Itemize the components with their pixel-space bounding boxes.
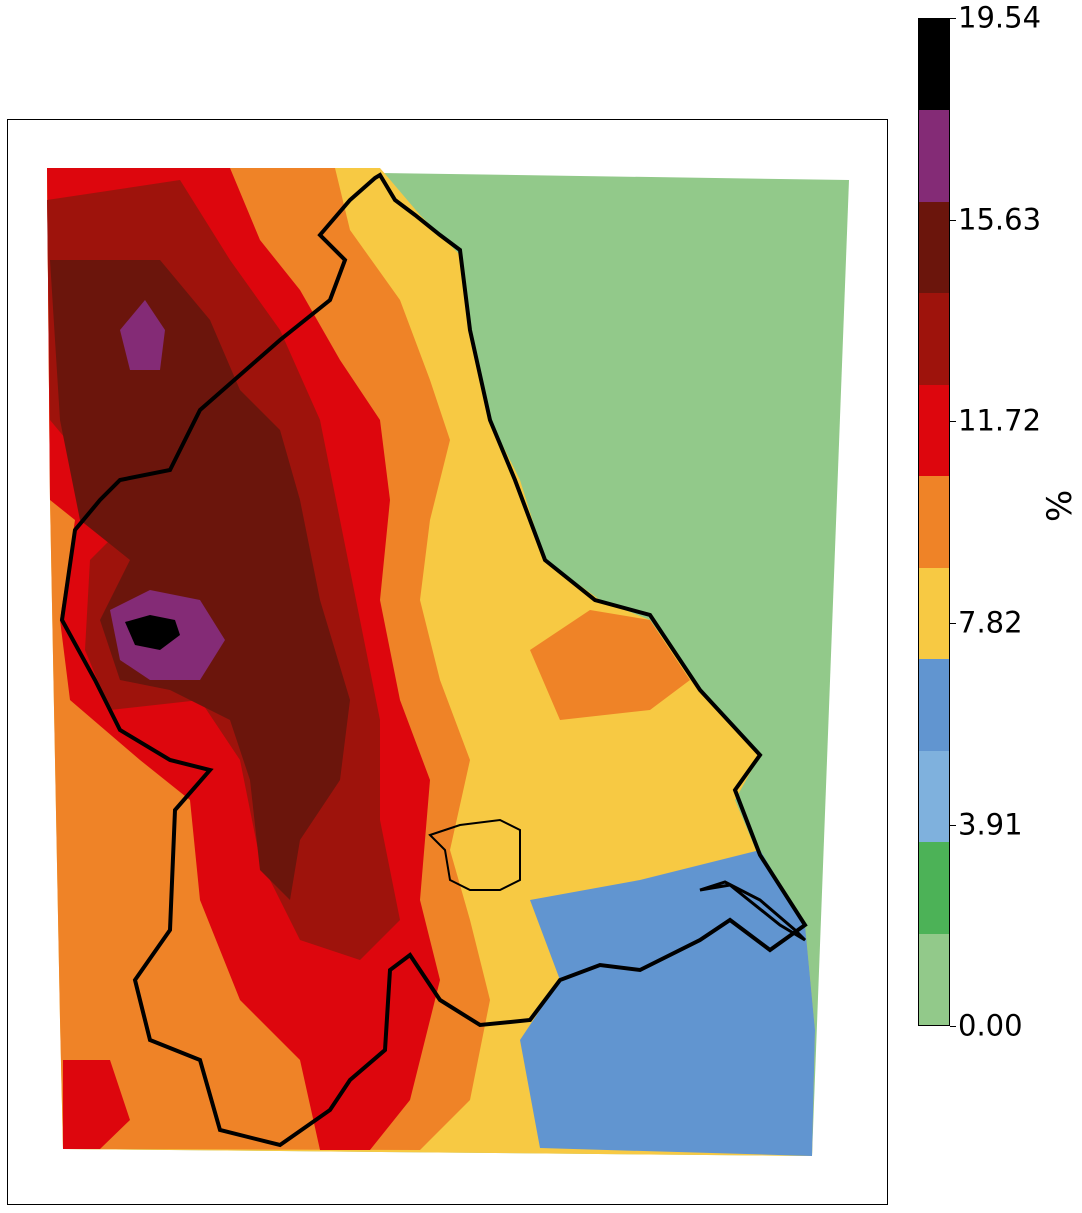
tick-label-4: 15.63 (958, 202, 1042, 237)
colorbar-segment (919, 842, 949, 934)
estuary-line (699, 880, 807, 942)
colorbar-segment (919, 476, 949, 568)
maroon-zone (50, 260, 350, 900)
tick-label-3: 11.72 (958, 403, 1042, 438)
orange-patch-east (530, 610, 690, 720)
colorbar-segment (919, 201, 949, 294)
tick-label-2: 7.82 (958, 605, 1023, 640)
city-boundary (428, 818, 521, 891)
colorbar-segment (919, 659, 949, 751)
colorbar-segment (919, 384, 949, 477)
region-boundary (59, 172, 808, 1148)
colorbar-unit-label: % (1040, 489, 1080, 522)
colorbar-segment (919, 750, 949, 843)
colorbar-segment (919, 567, 949, 660)
tick-label-1: 3.91 (958, 807, 1023, 842)
tick-label-5: 19.54 (958, 0, 1042, 35)
blue-zone (520, 850, 815, 1156)
tick-label-0: 0.00 (958, 1008, 1023, 1043)
colorbar-segment (919, 19, 949, 111)
red-patch-sw (63, 1060, 130, 1149)
colorbar (918, 18, 950, 1026)
colorbar-segment (919, 110, 949, 202)
colorbar-segment (919, 293, 949, 385)
colorbar-segment (919, 933, 949, 1025)
black-peak (125, 615, 180, 650)
purple-zone-north (120, 300, 165, 370)
